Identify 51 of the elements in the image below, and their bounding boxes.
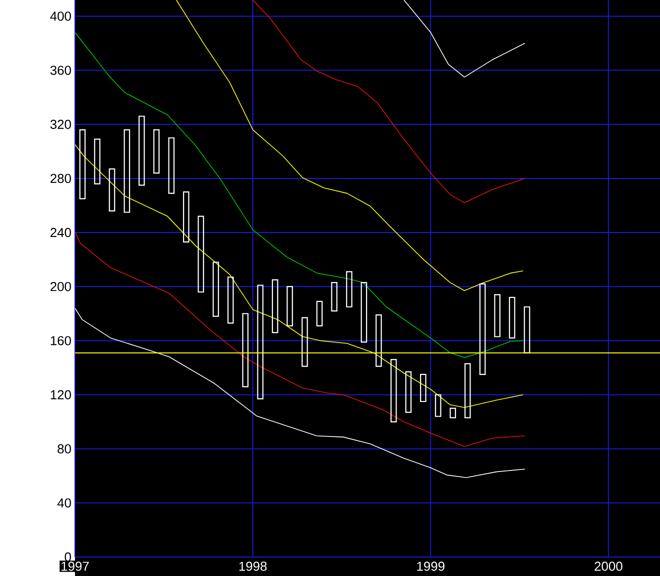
- bar: [124, 129, 130, 213]
- bar: [494, 294, 500, 338]
- bar: [524, 306, 530, 354]
- x-tick-label: 1998: [239, 562, 267, 571]
- bar: [302, 317, 308, 367]
- bar: [168, 137, 175, 194]
- line-series: [75, 32, 524, 358]
- y-tick-label: 400: [50, 12, 71, 21]
- line-series: [75, 231, 526, 447]
- x-tick-label: 2000: [594, 562, 622, 571]
- bar: [464, 363, 471, 418]
- y-tick-label: 120: [50, 390, 71, 400]
- y-tick-label: 200: [50, 282, 71, 292]
- y-tick-label: 280: [50, 174, 71, 184]
- bar: [286, 286, 293, 326]
- bar: [94, 138, 100, 184]
- bar: [508, 296, 516, 339]
- line-series: [404, 0, 526, 78]
- bar: [376, 314, 382, 367]
- y-tick-label: 160: [50, 336, 71, 346]
- y-tick-label: 40: [57, 498, 71, 508]
- y-tick-label: 240: [50, 228, 71, 238]
- bar: [331, 282, 338, 312]
- bar: [198, 216, 204, 293]
- bar: [138, 116, 145, 186]
- bar: [79, 129, 86, 200]
- x-tick-label: 1997: [62, 562, 89, 571]
- bar: [434, 394, 442, 417]
- bar: [242, 313, 248, 388]
- bar: [316, 300, 323, 326]
- line-series: [75, 308, 526, 478]
- bar: [272, 279, 278, 334]
- bar: [346, 271, 352, 308]
- bar: [420, 374, 426, 402]
- bar: [390, 359, 397, 422]
- y-tick-label: 80: [58, 444, 71, 454]
- bar: [182, 191, 190, 243]
- bar: [405, 371, 412, 413]
- x-tick-label: 1999: [417, 562, 444, 571]
- y-tick-label: 320: [50, 120, 71, 129]
- line-series: [176, 0, 524, 292]
- bar: [257, 284, 264, 400]
- y-tick-label: 360: [50, 66, 71, 75]
- bar: [153, 129, 160, 174]
- bar: [479, 283, 486, 376]
- bar: [450, 408, 456, 418]
- bar: [227, 276, 234, 324]
- bar: [108, 168, 116, 212]
- bar: [212, 262, 219, 317]
- line-series: [252, 0, 526, 204]
- bar: [360, 282, 368, 343]
